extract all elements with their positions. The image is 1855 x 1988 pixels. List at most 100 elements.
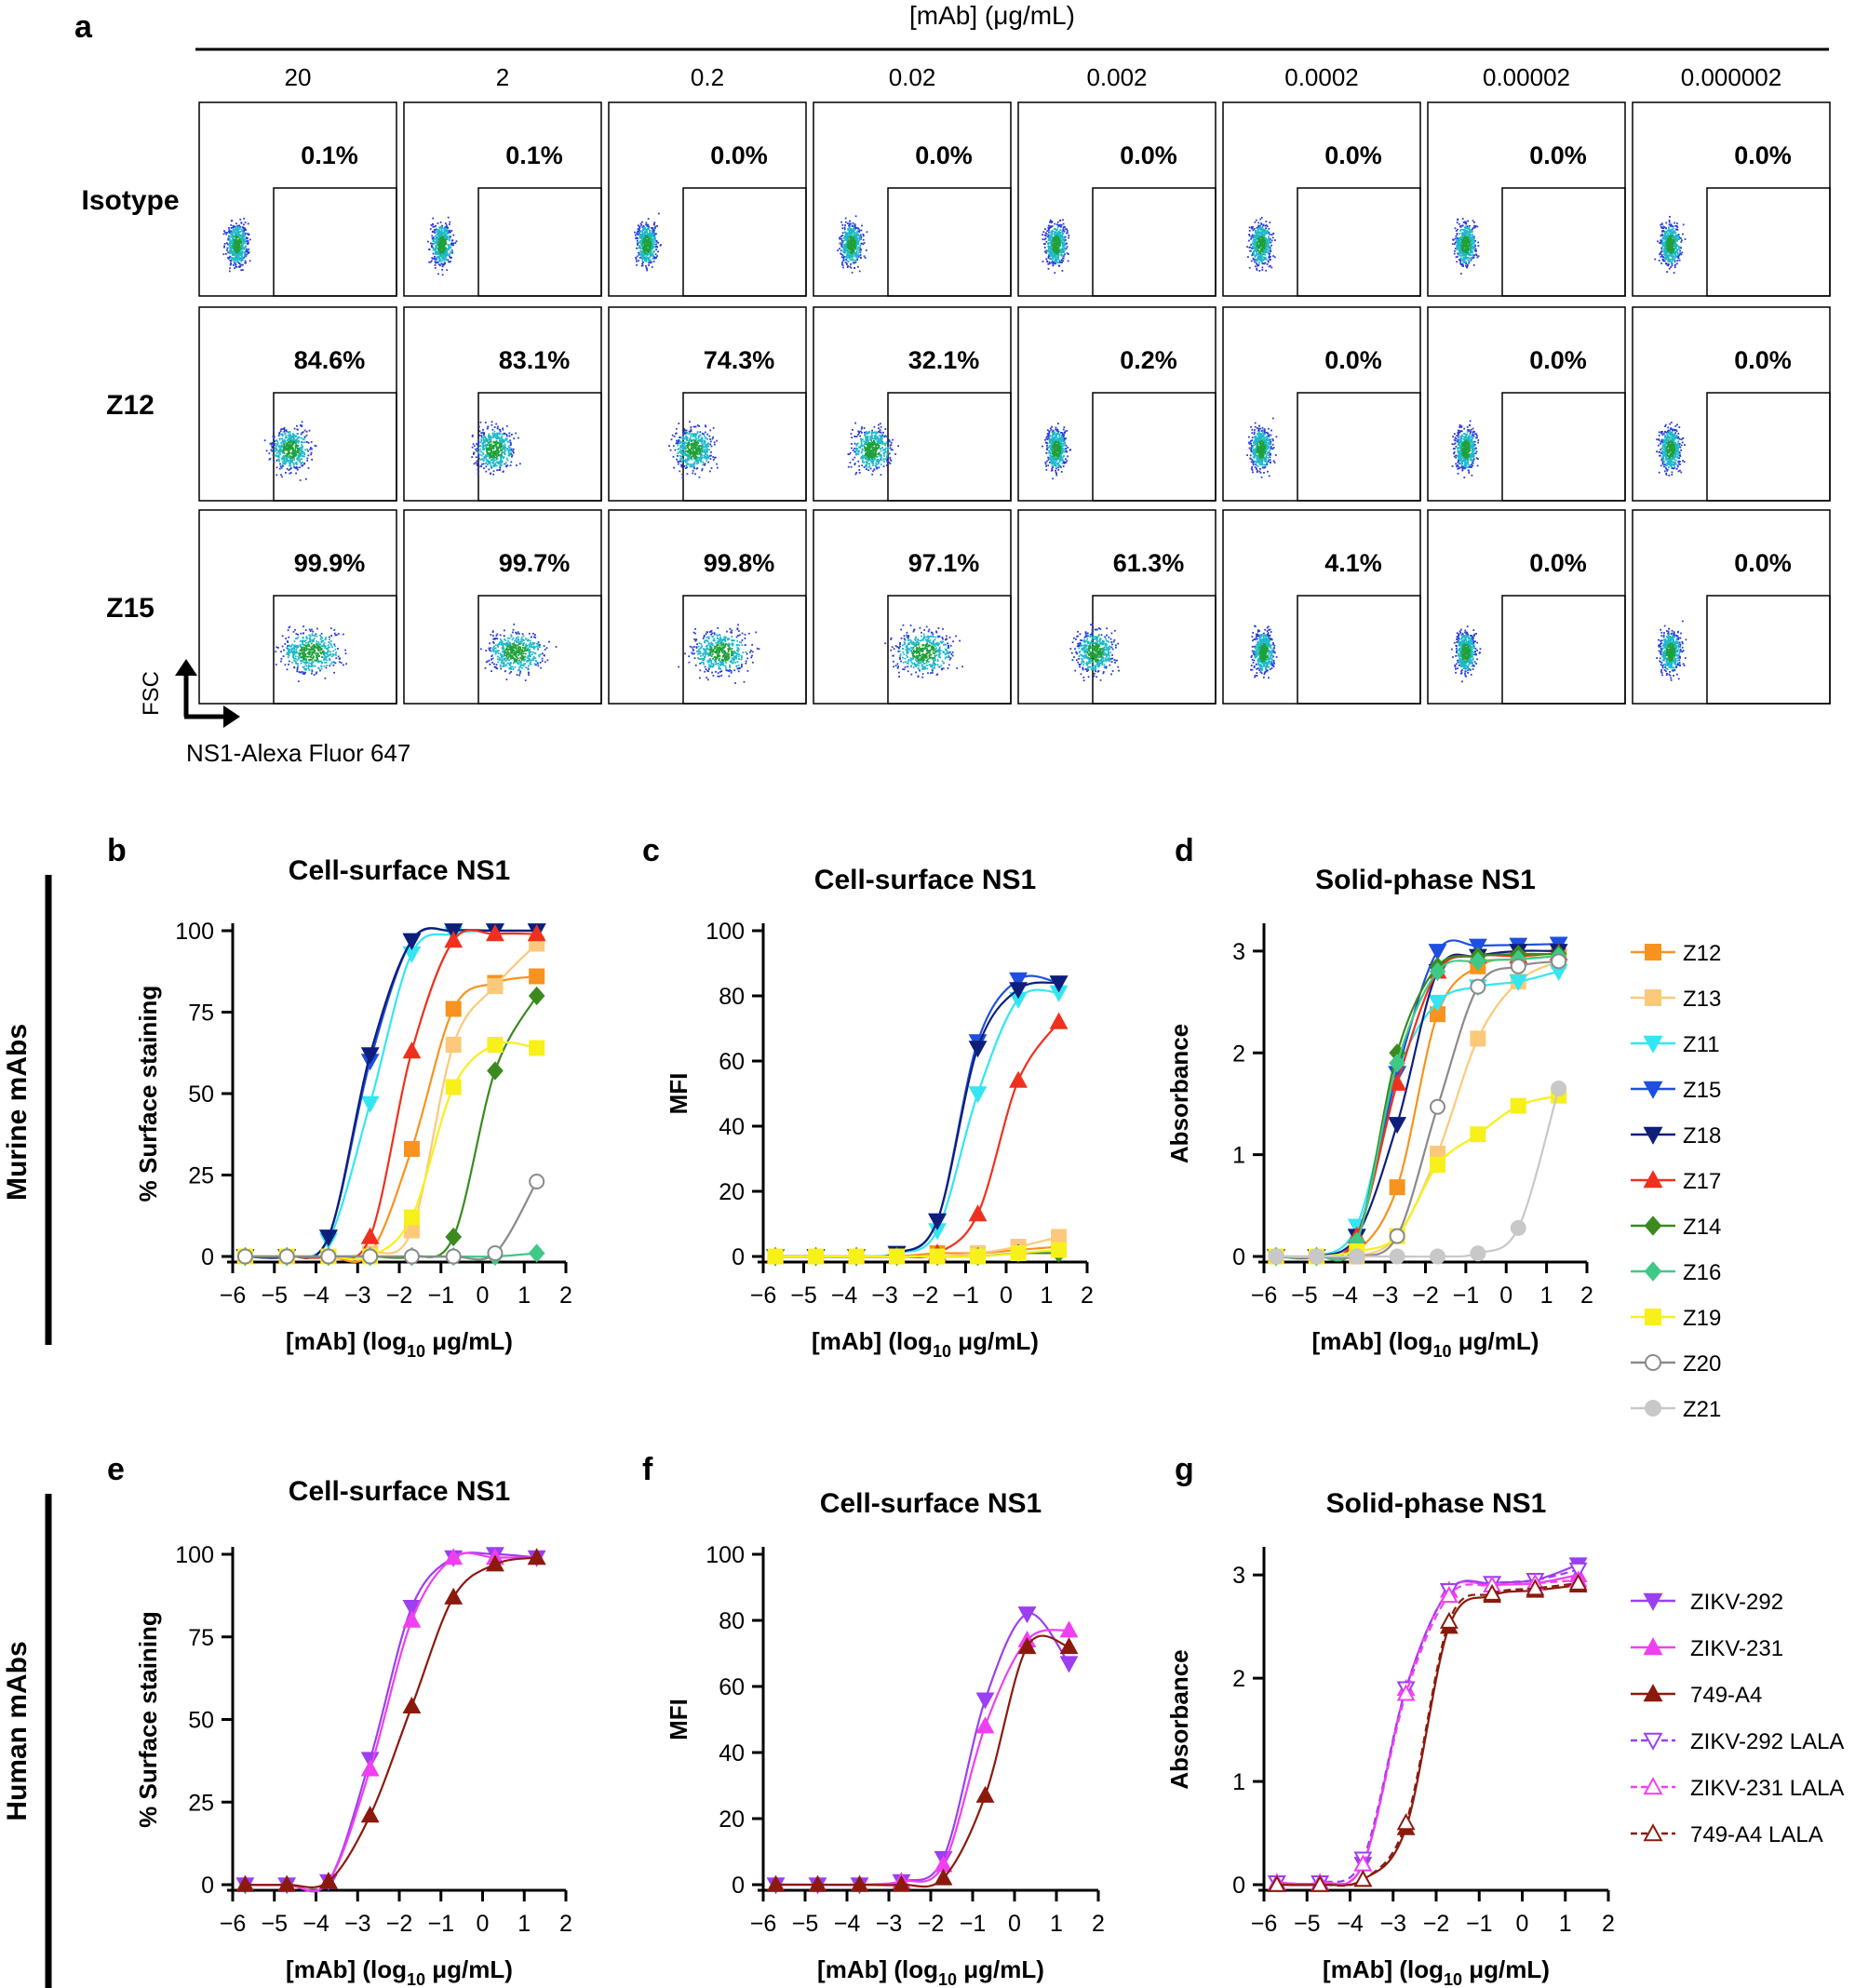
flow-event — [1055, 235, 1057, 237]
flow-event — [302, 431, 304, 434]
flow-event — [245, 245, 248, 248]
flow-event — [1267, 246, 1270, 248]
flow-event — [1047, 257, 1050, 259]
flow-event — [280, 446, 283, 449]
flow-event — [1673, 255, 1675, 258]
flow-event — [641, 242, 643, 245]
flow-event — [851, 253, 854, 256]
flow-event — [856, 259, 858, 261]
flow-event — [1273, 256, 1276, 259]
flow-event — [1266, 238, 1269, 241]
flow-event — [641, 230, 644, 233]
flow-event — [842, 249, 845, 252]
flow-event — [854, 240, 855, 243]
flow-event — [1668, 249, 1671, 252]
flow-event — [1054, 237, 1056, 240]
flow-event — [1260, 222, 1263, 224]
flow-event — [1259, 233, 1261, 235]
flow-event — [1253, 235, 1256, 238]
flow-event — [432, 258, 434, 260]
flow-event — [646, 250, 648, 253]
flow-event — [860, 242, 863, 245]
flow-event — [279, 452, 281, 455]
flow-event — [1466, 266, 1468, 269]
flow-event — [1266, 246, 1268, 248]
flow-event — [1458, 244, 1460, 247]
flow-event — [1467, 245, 1470, 248]
flow-event — [285, 461, 288, 463]
flow-event — [1268, 227, 1270, 230]
flow-event — [1048, 242, 1051, 244]
flow-event — [1055, 259, 1057, 262]
flow-event — [277, 435, 280, 437]
flow-event — [1261, 262, 1263, 264]
flow-event — [1459, 259, 1462, 262]
flow-event — [478, 434, 481, 437]
flow-event — [1668, 231, 1671, 234]
flow-plot: 0.0% — [1222, 101, 1421, 297]
flow-event — [1067, 260, 1069, 262]
flow-event — [484, 422, 487, 423]
flow-event — [1455, 241, 1457, 244]
flow-event — [443, 259, 446, 261]
flow-event — [1456, 244, 1458, 247]
flow-event — [1053, 242, 1055, 245]
flow-event — [647, 259, 650, 262]
flow-event — [1250, 260, 1253, 262]
flow-event — [1048, 227, 1051, 230]
flow-event — [841, 227, 844, 230]
flow-event — [839, 242, 841, 245]
flow-event — [287, 445, 289, 447]
flow-event — [845, 263, 848, 265]
flow-event — [1671, 245, 1674, 248]
flow-event — [303, 441, 306, 444]
flow-event — [862, 238, 865, 241]
flow-event — [847, 250, 850, 252]
flow-event — [281, 445, 284, 448]
flow-event — [1053, 239, 1055, 241]
flow-event — [438, 254, 441, 257]
flow-event — [289, 454, 291, 457]
flow-event — [491, 447, 493, 450]
flow-event — [1268, 265, 1270, 268]
flow-event — [1465, 221, 1467, 223]
flow-event — [1262, 252, 1265, 254]
flow-event — [862, 235, 865, 237]
flow-event — [436, 251, 437, 253]
flow-event — [1270, 264, 1271, 267]
flow-event — [277, 445, 280, 448]
concentration-label: 0.02 — [889, 63, 936, 91]
flow-event — [492, 441, 495, 444]
flow-event — [1263, 245, 1265, 248]
flow-event — [282, 448, 285, 450]
flow-event — [652, 231, 655, 233]
flow-event — [1265, 256, 1267, 259]
flow-event — [1053, 262, 1055, 264]
flow-event — [649, 230, 651, 232]
flow-event — [1469, 254, 1471, 256]
flow-event — [653, 232, 656, 235]
flow-event — [1459, 250, 1462, 252]
flow-event — [492, 436, 495, 438]
flow-event — [640, 256, 643, 259]
flow-event — [295, 472, 297, 475]
flow-plot: 0.0% — [1427, 101, 1626, 297]
flow-event — [296, 457, 299, 460]
flow-event — [439, 222, 442, 223]
flow-event — [235, 227, 236, 229]
flow-event — [642, 229, 645, 232]
flow-event — [445, 237, 448, 239]
flow-event — [276, 439, 277, 441]
flow-event — [1466, 233, 1469, 235]
flow-event — [840, 235, 842, 237]
flow-event — [276, 458, 279, 461]
flow-event — [227, 256, 229, 259]
flow-event — [1266, 225, 1269, 228]
flow-event — [636, 263, 638, 266]
flow-event — [1465, 231, 1468, 234]
flow-event — [858, 235, 861, 238]
flow-event — [1660, 235, 1662, 237]
flow-event — [645, 252, 648, 255]
flow-event — [1066, 252, 1069, 255]
flow-event — [441, 237, 444, 240]
